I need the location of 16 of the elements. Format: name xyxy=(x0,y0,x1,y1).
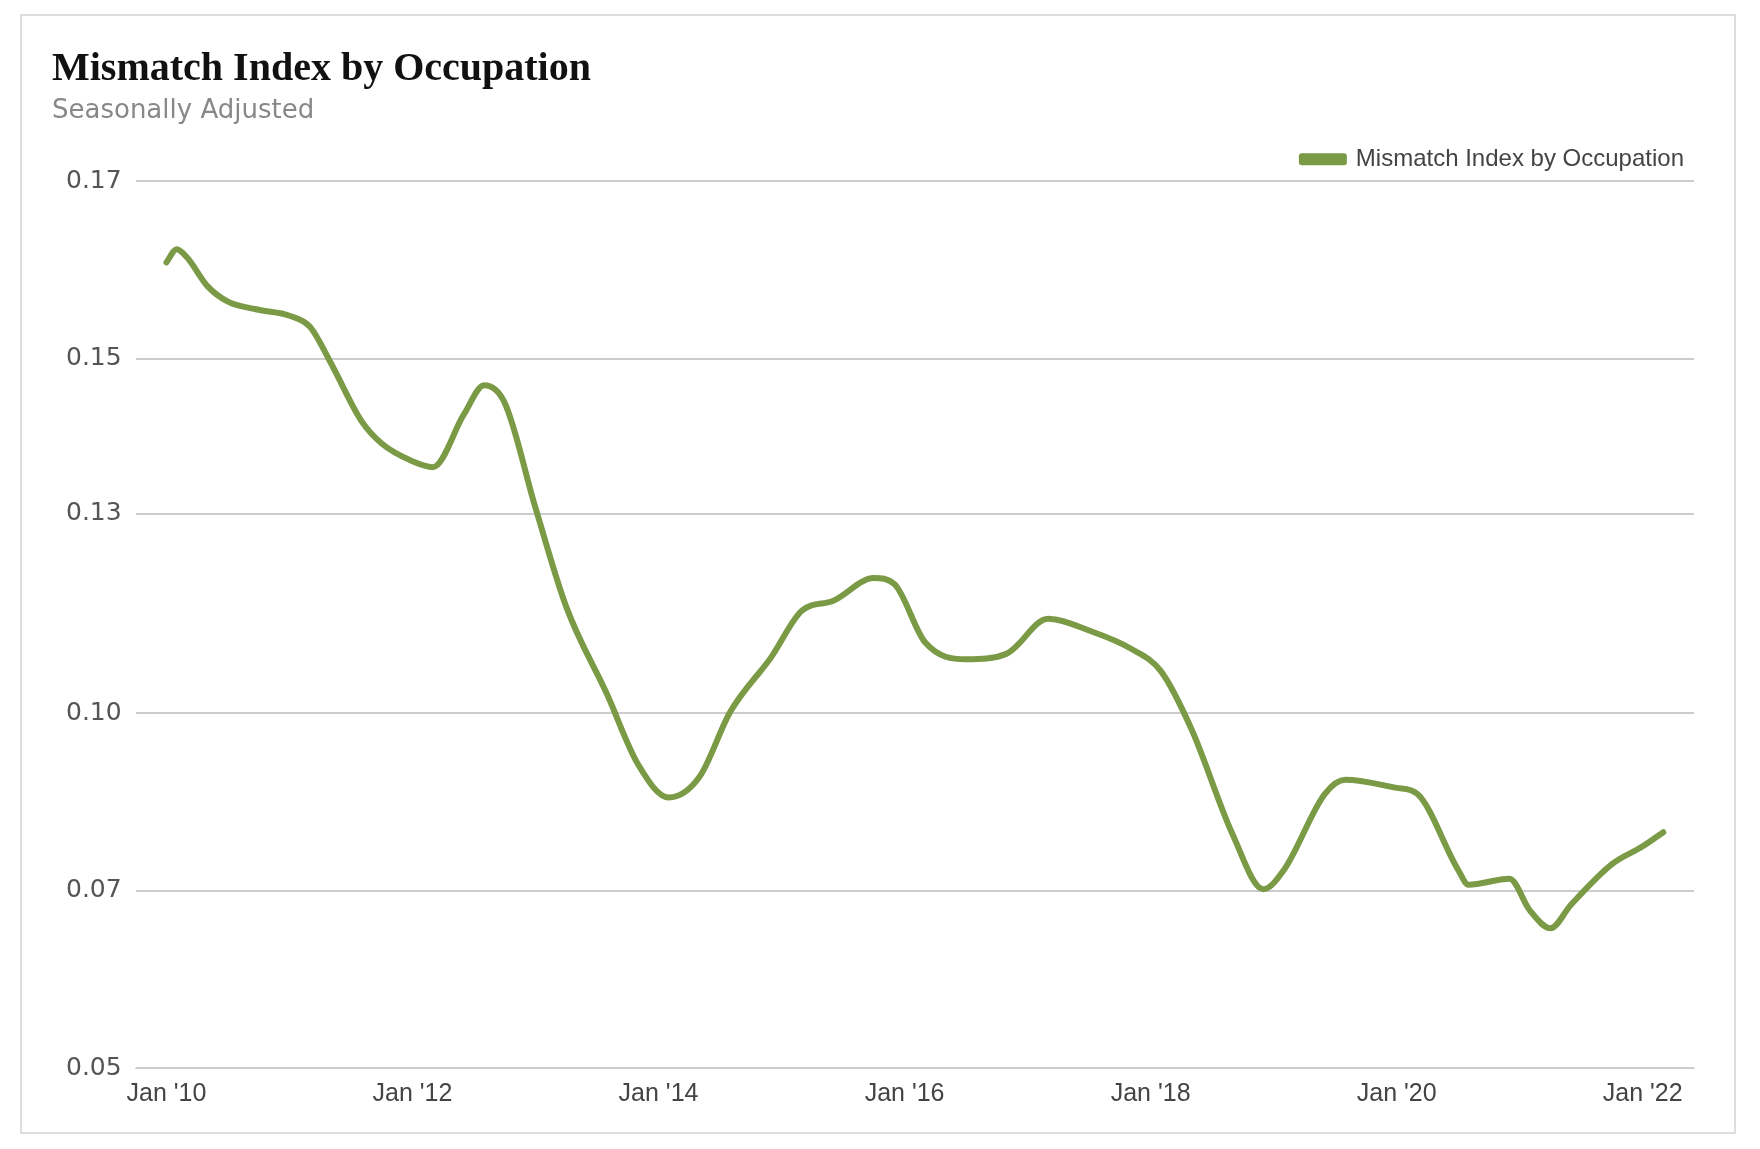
y-tick-label: 0.10 xyxy=(65,696,122,726)
chart-title: Mismatch Index by Occupation xyxy=(52,44,591,90)
x-tick-label: Jan '22 xyxy=(1602,1077,1683,1106)
chart-subtitle: Seasonally Adjusted xyxy=(52,94,315,125)
y-tick-label: 0.05 xyxy=(65,1051,122,1081)
y-tick-label: 0.17 xyxy=(65,164,122,194)
legend-label: Mismatch Index by Occupation xyxy=(1355,143,1685,171)
y-tick-label: 0.13 xyxy=(65,497,122,527)
x-tick-label: Jan '16 xyxy=(864,1077,945,1106)
x-tick-label: Jan '18 xyxy=(1110,1077,1191,1106)
y-tick-label: 0.15 xyxy=(65,342,122,372)
x-tick-label: Jan '10 xyxy=(126,1077,207,1106)
y-tick-label: 0.07 xyxy=(65,874,122,904)
x-tick-label: Jan '20 xyxy=(1356,1077,1437,1106)
x-tick-label: Jan '12 xyxy=(372,1077,453,1106)
x-tick-label: Jan '14 xyxy=(618,1077,699,1106)
